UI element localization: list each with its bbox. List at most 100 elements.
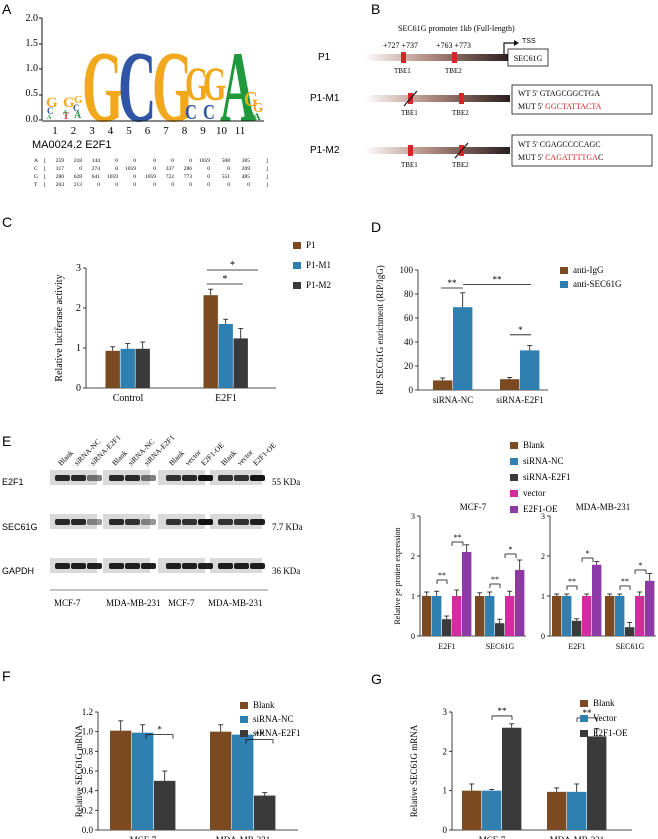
blot-lane-label: Blank xyxy=(110,448,129,467)
logo-ytick: 0.0 xyxy=(26,114,39,125)
y-tick-label: 0.2 xyxy=(82,805,93,815)
logo-letter-G: G xyxy=(46,95,58,111)
logo-letter-A: A xyxy=(63,110,68,116)
x-tick-label: MCF-7 xyxy=(130,835,157,839)
matrix-cell: 0 xyxy=(133,174,136,180)
blot-row-label: GAPDH xyxy=(2,566,34,576)
matrix-cell: 0 xyxy=(247,182,250,188)
panel-label-f: F xyxy=(2,668,11,684)
legend-swatch xyxy=(510,458,518,465)
tbe1-site xyxy=(401,52,406,63)
blot-band xyxy=(87,519,102,525)
y-tick-label: 0 xyxy=(76,383,81,394)
legend-swatch xyxy=(580,730,588,737)
matrix-cell: ] xyxy=(266,158,268,164)
matrix-cell: [ xyxy=(44,158,46,164)
blot-band xyxy=(71,475,86,481)
matrix-cell: ] xyxy=(266,182,268,188)
bar xyxy=(645,580,655,636)
panel-label-e: E xyxy=(2,433,11,449)
logo-letter-G: G xyxy=(253,100,263,115)
bar xyxy=(135,348,150,388)
chart-g: 0 1 2 3 Relative SEC61G mRNA MCF-7 MDA-MB-231 *… xyxy=(409,698,632,839)
bar xyxy=(203,295,218,388)
blot-band xyxy=(109,563,124,569)
blot-row-label: E2F1 xyxy=(2,477,24,487)
bar xyxy=(462,790,482,830)
bar xyxy=(110,730,132,830)
legend-label: P1 xyxy=(306,240,316,250)
significance-label: ** xyxy=(255,730,265,740)
m2-mut-line: MUT 5' CAGATTTTGAC xyxy=(518,153,603,162)
matrix-cell: 286 xyxy=(184,166,193,172)
logo-letter-C: C xyxy=(203,101,215,124)
bar xyxy=(615,596,625,636)
charts-layer: 0 1 2 3 Relative luciferase activity Control E… xyxy=(54,240,656,839)
matrix-cell: 305 xyxy=(242,158,251,164)
panel-label-a: A xyxy=(2,1,12,17)
bar xyxy=(218,324,233,388)
legend-label: P1-M1 xyxy=(306,260,331,270)
legend-swatch xyxy=(240,730,248,737)
blot-lane-label: vector xyxy=(183,447,203,467)
tbe1-site xyxy=(408,145,413,156)
legend-label: Vector xyxy=(593,713,617,723)
logo-letter-G: G xyxy=(244,89,258,112)
y-tick-label: 0.0 xyxy=(82,825,94,835)
legend-label: siRNA-E2F1 xyxy=(523,472,571,482)
y-tick-label: 100 xyxy=(400,265,414,275)
bar xyxy=(154,780,176,830)
mutation-slash-icon xyxy=(454,142,469,159)
x-tick-label: Control xyxy=(113,393,144,404)
legend-label: E2F1-OE xyxy=(523,504,558,514)
blot-band xyxy=(141,563,156,569)
legend-label: Blank xyxy=(523,440,545,450)
logo-position-label: 4 xyxy=(108,125,114,137)
blot-band xyxy=(218,519,233,525)
blot-band xyxy=(125,563,140,569)
blot-size-label: 55 KDa xyxy=(272,477,300,487)
legend-swatch xyxy=(510,442,518,449)
matrix-cell: 1059 xyxy=(199,158,210,164)
blot-band xyxy=(218,475,233,481)
significance-label: * xyxy=(509,545,513,554)
matrix-cell: [ xyxy=(44,182,46,188)
legend-label: E2F1-OE xyxy=(593,728,628,738)
significance-label: ** xyxy=(454,533,462,542)
blot-band xyxy=(198,519,213,525)
logo-letter-G: G xyxy=(152,31,193,144)
matrix-cell: 0 xyxy=(133,158,136,164)
bar xyxy=(210,731,232,830)
matrix-cell: 0 xyxy=(227,166,230,172)
m1-mut-line: MUT 5' GGCTATTACTA xyxy=(518,102,602,111)
panel-a-logo: 0.0 0.5 1.0 1.5 2.0 G C A G T A A C G G … xyxy=(26,13,269,188)
legend-label: vector xyxy=(523,488,546,498)
logo-letter-A: A xyxy=(220,32,256,144)
matrix-cell: 337 xyxy=(166,166,175,172)
bar xyxy=(422,596,432,636)
blot-band xyxy=(125,475,140,481)
logo-letter-A: A xyxy=(253,113,262,123)
matrix-cell: 0 xyxy=(153,158,156,164)
x-tick-label: MCF-7 xyxy=(479,835,506,839)
sites-a-label: +727 +737 xyxy=(383,41,418,50)
y-tick-label: 20 xyxy=(404,361,414,371)
bar xyxy=(515,570,525,636)
legend-label: Blank xyxy=(593,698,615,708)
blot-band xyxy=(109,475,124,481)
chart-title: MDA-MB-231 xyxy=(576,502,631,512)
tss-arrowhead-icon xyxy=(514,40,519,46)
bar xyxy=(232,734,254,830)
blot-band xyxy=(198,475,213,481)
y-tick-label: 0.4 xyxy=(82,786,94,796)
matrix-cell: 722 xyxy=(166,174,175,180)
motif-id: MA0024.2 E2F1 xyxy=(32,139,112,151)
bar xyxy=(254,795,276,830)
blot-lane-label: vector xyxy=(235,447,255,467)
blot-band xyxy=(234,563,249,569)
logo-ytick: 1.0 xyxy=(26,63,39,74)
legend-label: anti-IgG xyxy=(573,265,604,275)
logo-ytick: 2.0 xyxy=(26,13,39,24)
significance-label: ** xyxy=(568,577,576,586)
x-tick-label: SEC61G xyxy=(616,642,645,651)
